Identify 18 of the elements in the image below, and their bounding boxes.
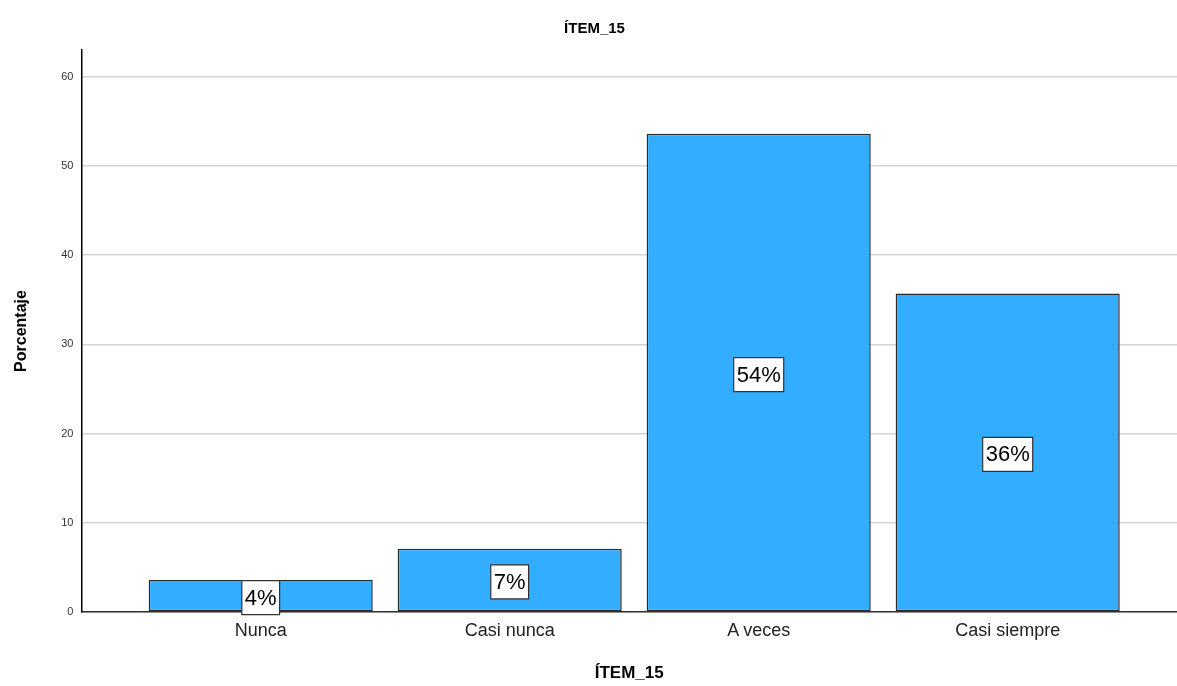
y-tick-label: 10 [61, 515, 74, 528]
y-tick-label: 20 [61, 426, 74, 439]
y-tick-label: 30 [61, 337, 74, 350]
y-tick-label: 0 [67, 605, 74, 618]
data-label: 7% [493, 569, 526, 595]
data-label: 54% [736, 361, 781, 387]
x-tick-label: Nunca [234, 619, 288, 640]
x-tick-label: A veces [727, 619, 791, 640]
data-label: 36% [985, 441, 1030, 467]
data-label: 4% [244, 584, 277, 610]
y-tick-label: 50 [61, 159, 74, 171]
x-tick-label: Casi nunca [464, 619, 556, 640]
y-axis-title: Porcentaje [12, 289, 30, 372]
y-tick-label: 40 [61, 248, 74, 261]
x-tick-label: Casi siempre [955, 619, 1061, 640]
x-axis-title: ÍTEM_15 [594, 663, 664, 683]
y-tick-label: 60 [61, 69, 74, 82]
chart-title: ÍTEM_15 [564, 19, 625, 37]
